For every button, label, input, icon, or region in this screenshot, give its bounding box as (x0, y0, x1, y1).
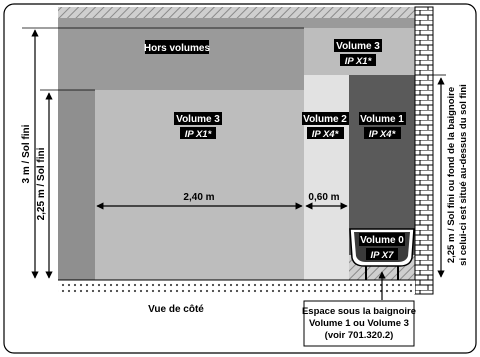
callout-box (303, 300, 415, 347)
brick-wall (414, 6, 434, 295)
label-hors-volumes: Hors volumes (144, 43, 211, 54)
dim-240-label: 2,40 m (183, 192, 214, 203)
dim-right-label-2: si celui-ci est situé au-dessus du sol f… (458, 84, 469, 266)
view-label: Vue de côté (148, 304, 204, 315)
dim-060-label: 0,60 m (308, 192, 339, 203)
dim-right-label-1: 2,25 m / Sol fini ou fond de la baignoir… (446, 87, 457, 263)
dim-3m-label: 3 m / Sol fini (21, 124, 32, 183)
ceiling-strip (58, 7, 415, 18)
ip-volume1: IP X4* (369, 129, 397, 140)
ip-bg-volume2 (307, 127, 344, 139)
label-bg-volume1 (359, 112, 406, 125)
label-bg-volume2 (302, 112, 349, 125)
ip-bg-volume0 (366, 248, 398, 260)
ip-volume2: IP X4* (312, 129, 340, 140)
callout-line-2: Volume 1 ou Volume 3 (309, 318, 409, 329)
label-volume1: Volume 1 (360, 114, 404, 125)
ip-bg-volume3-top (340, 54, 376, 66)
callout-line-3: (voir 701.320.2) (325, 330, 394, 341)
label-volume3-top: Volume 3 (336, 41, 380, 52)
callout-line-1: Espace sous la baignoire (302, 306, 416, 317)
floor (58, 280, 415, 294)
label-bg-hors-volumes (145, 40, 209, 54)
label-volume2: Volume 2 (303, 114, 347, 125)
ip-bg-volume1 (364, 127, 401, 139)
ip-volume0: IP X7 (371, 250, 395, 261)
dim-225m-label: 2,25 m / Sol fini (36, 147, 47, 220)
zone-volume2 (304, 75, 349, 280)
label-bg-volume0 (359, 233, 405, 246)
label-volume3-main: Volume 3 (176, 114, 220, 125)
ip-bg-volume3-main (180, 127, 216, 139)
label-bg-volume3-top (334, 39, 382, 52)
label-volume0: Volume 0 (360, 235, 404, 246)
ip-volume3-top: IP X1* (345, 56, 373, 67)
ip-volume3-main: IP X1* (185, 129, 213, 140)
label-bg-volume3-main (174, 112, 222, 125)
zone-hors-volumes-strip (304, 18, 415, 28)
left-wall-column (58, 90, 95, 280)
